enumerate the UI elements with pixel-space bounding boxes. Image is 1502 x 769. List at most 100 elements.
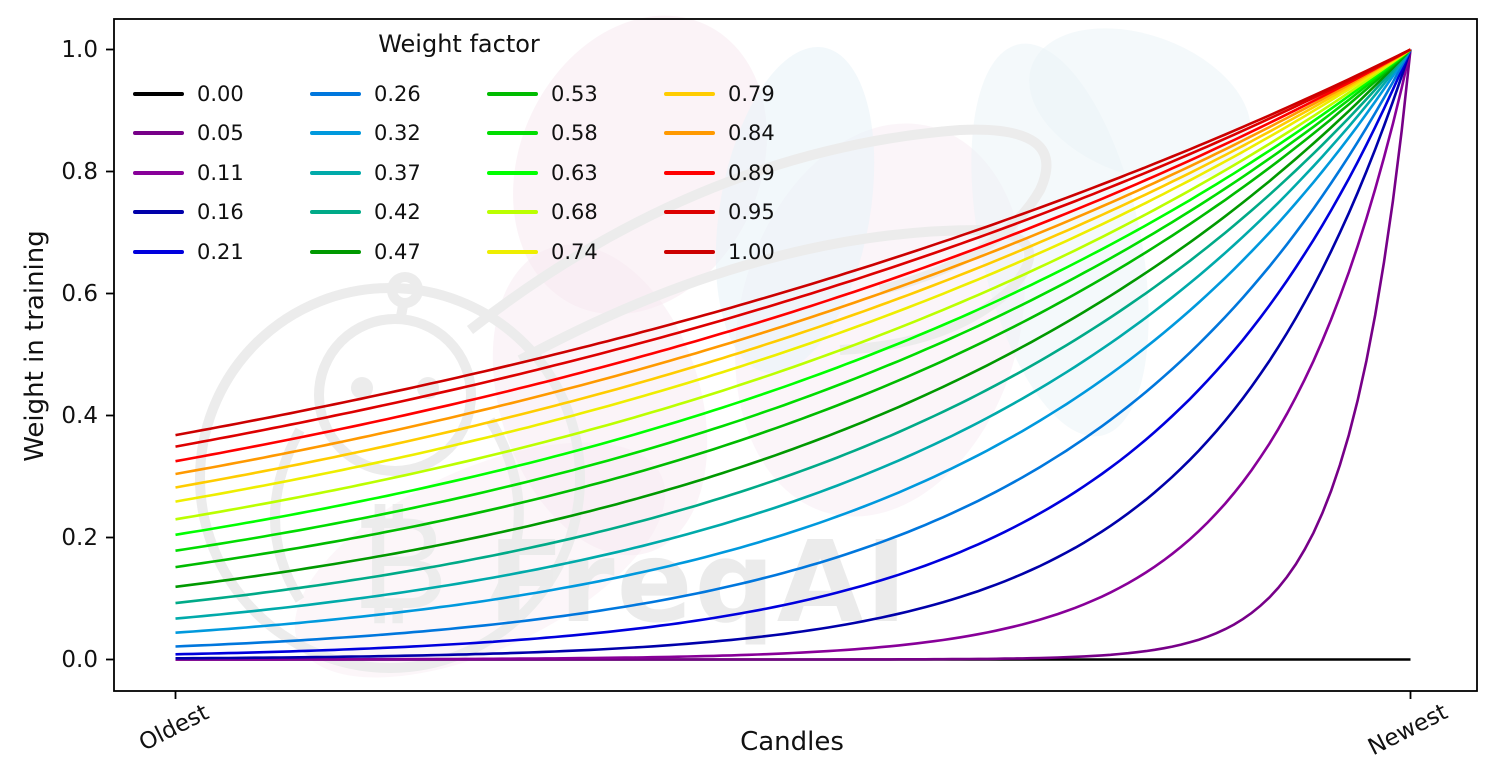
legend-label: 0.05 (197, 121, 244, 146)
legend-label: 0.95 (728, 200, 775, 225)
legend-swatch-icon (310, 249, 361, 254)
legend-label: 0.11 (197, 160, 244, 185)
weight-curves (175, 48, 1412, 661)
weight-curve-0.11 (175, 49, 1412, 661)
legend-item-0.84: 0.84 (664, 114, 841, 154)
legend-label: 0.42 (374, 200, 421, 225)
legend-swatch-icon (310, 210, 361, 215)
legend-label: 0.74 (551, 239, 598, 264)
legend-item-1.00: 1.00 (664, 232, 841, 272)
weight-curve-0.47 (175, 48, 1412, 589)
legend-label: 0.58 (551, 121, 598, 146)
legend-swatch-icon (310, 91, 361, 96)
legend-item-0.16: 0.16 (133, 193, 310, 233)
legend-item-0.21: 0.21 (133, 232, 310, 272)
legend-swatch-icon (133, 170, 184, 175)
weight-curve-0.68 (175, 48, 1412, 521)
weight-curve-0.21 (175, 48, 1412, 656)
legend-label: 0.53 (551, 81, 598, 106)
legend-item-0.47: 0.47 (310, 232, 487, 272)
y-tick-label-0.6: 0.6 (61, 280, 98, 307)
weight-curve-1.00 (175, 48, 1412, 437)
legend-item-0.89: 0.89 (664, 153, 841, 193)
legend-label: 0.21 (197, 239, 244, 264)
y-tick-label-0.4: 0.4 (61, 402, 98, 429)
weight-curve-0.37 (175, 48, 1412, 620)
weight-curve-0.74 (175, 48, 1412, 503)
weight-curve-0.89 (175, 48, 1412, 463)
legend-swatch-icon (664, 210, 715, 215)
legend-swatch-icon (487, 131, 538, 136)
legend-label: 0.00 (197, 81, 244, 106)
x-axis-label: Candles (740, 727, 844, 757)
legend-item-0.79: 0.79 (664, 74, 841, 114)
weight-curve-0.16 (175, 49, 1412, 660)
legend-item-0.53: 0.53 (487, 74, 664, 114)
legend-item-0.37: 0.37 (310, 153, 487, 193)
legend-title: Weight factor (378, 30, 540, 58)
watermark-blob (1029, 28, 1251, 182)
watermark-blob (715, 46, 875, 374)
weight-curve-0.84 (175, 48, 1412, 476)
legend-swatch-icon (664, 91, 715, 96)
y-tick-label-0.8: 0.8 (61, 158, 98, 185)
watermark-blob (513, 15, 767, 315)
weight-curve-0.58 (175, 48, 1412, 552)
weight-curve-0.95 (175, 48, 1412, 448)
axis-tick-marks (106, 48, 1412, 699)
legend-label: 0.79 (728, 81, 775, 106)
weight-curve-0.42 (175, 48, 1412, 605)
legend-swatch-icon (133, 91, 184, 96)
legend-swatch-icon (487, 249, 538, 254)
legend-item-0.95: 0.95 (664, 193, 841, 233)
legend-item-0.68: 0.68 (487, 193, 664, 233)
legend-item-0.00: 0.00 (133, 74, 310, 114)
weight-curve-0.26 (175, 48, 1412, 648)
legend-label: 0.47 (374, 239, 421, 264)
legend-swatch-icon (664, 170, 715, 175)
legend-item-0.74: 0.74 (487, 232, 664, 272)
legend-swatch-icon (487, 210, 538, 215)
legend-item-0.26: 0.26 (310, 74, 487, 114)
y-tick-label-0.2: 0.2 (61, 524, 98, 551)
legend-item-0.11: 0.11 (133, 153, 310, 193)
axes-frame (113, 18, 1478, 692)
legend-swatch-icon (133, 131, 184, 136)
legend-swatch-icon (664, 249, 715, 254)
weight-curve-0.53 (175, 48, 1412, 569)
legend-entries: 0.00 0.05 0.11 0.16 0.21 0.26 0.32 0.37 0.42 0.47… (133, 74, 841, 272)
y-tick-label-0.0: 0.0 (61, 646, 98, 673)
legend-label: 0.89 (728, 160, 775, 185)
legend-swatch-icon (487, 91, 538, 96)
legend-label: 0.26 (374, 81, 421, 106)
legend-swatch-icon (310, 170, 361, 175)
watermark-blob (294, 442, 666, 678)
legend-item-0.32: 0.32 (310, 114, 487, 154)
weight-curve-0.63 (175, 48, 1412, 537)
legend-label: 0.68 (551, 200, 598, 225)
legend-swatch-icon (310, 131, 361, 136)
legend-label: 0.37 (374, 160, 421, 185)
y-tick-label-1.0: 1.0 (61, 36, 98, 63)
legend-item-0.63: 0.63 (487, 153, 664, 193)
legend-label: 0.84 (728, 121, 775, 146)
legend-label: 0.63 (551, 160, 598, 185)
legend-swatch-icon (664, 131, 715, 136)
legend-swatch-icon (487, 170, 538, 175)
legend-label: 1.00 (728, 239, 775, 264)
legend-item-0.05: 0.05 (133, 114, 310, 154)
legend-swatch-icon (133, 210, 184, 215)
weight-curve-0.79 (175, 48, 1412, 489)
legend-label: 0.32 (374, 121, 421, 146)
legend-swatch-icon (133, 249, 184, 254)
legend-label: 0.16 (197, 200, 244, 225)
bitcoin-glyph-watermark: ₿ (352, 487, 448, 639)
legend-item-0.58: 0.58 (487, 114, 664, 154)
legend-item-0.42: 0.42 (310, 193, 487, 233)
weight-curve-0.32 (175, 48, 1412, 634)
y-axis-label: Weight in training (20, 230, 50, 462)
